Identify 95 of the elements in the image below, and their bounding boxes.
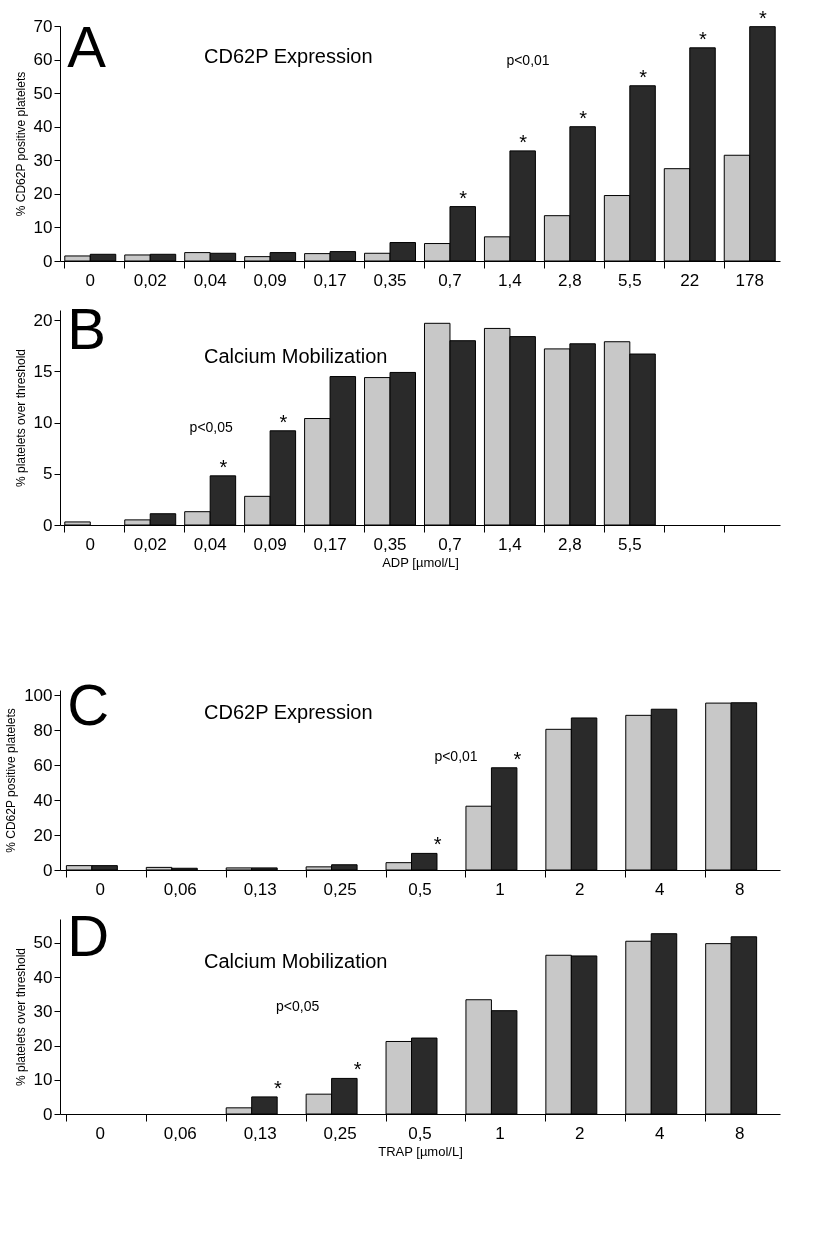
annotation: D xyxy=(67,902,110,968)
x-tick-label: 4 xyxy=(655,879,665,899)
annotation: * xyxy=(273,1076,282,1099)
annotation: C xyxy=(67,672,110,737)
annotation: * xyxy=(279,410,288,433)
y-tick-label: 10 xyxy=(33,413,53,433)
y-tick-label: 20 xyxy=(33,1036,53,1056)
y-tick-label: 20 xyxy=(33,825,53,845)
x-tick-label: 0,5 xyxy=(408,1123,432,1143)
x-tick-label: 2 xyxy=(575,1123,585,1143)
y-axis-title: % CD62P positive platelets xyxy=(13,71,28,217)
x-tick-label: 8 xyxy=(734,1123,745,1143)
x-tick-label: 0,06 xyxy=(163,1123,197,1143)
x-tick-label: 1,4 xyxy=(498,534,522,554)
text: CD62P Expression xyxy=(204,701,373,724)
x-tick-label: 0,5 xyxy=(408,879,432,899)
x-tick-label: 2,8 xyxy=(558,270,582,290)
x-tick-label: 8 xyxy=(734,879,745,899)
annotation: p<0,01 xyxy=(434,747,478,764)
x-axis-title: ADP [µmol/L] xyxy=(382,554,459,570)
annotation: * xyxy=(353,1058,362,1081)
y-tick-label: 0 xyxy=(43,251,53,271)
y-axis-title: % CD62P positive platelets xyxy=(4,708,19,853)
y-tick-label: 0 xyxy=(43,1104,53,1124)
y-tick-label: 60 xyxy=(33,50,53,70)
x-tick-label: 2 xyxy=(575,879,585,899)
y-tick-label: 20 xyxy=(33,310,53,330)
x-tick-label: 0 xyxy=(85,534,96,554)
x-tick-label: 22 xyxy=(680,270,700,290)
y-tick-label: 15 xyxy=(33,361,53,381)
y-tick-label: 30 xyxy=(33,1001,53,1021)
annotation: * xyxy=(759,6,768,29)
y-tick-label: 0 xyxy=(43,860,53,880)
annotation: * xyxy=(459,186,468,209)
x-tick-label: 0,13 xyxy=(243,879,277,899)
x-tick-label: 0,17 xyxy=(313,534,347,554)
y-tick-label: 30 xyxy=(33,150,53,170)
x-tick-label: 0,04 xyxy=(193,534,227,554)
annotation: * xyxy=(433,833,442,856)
x-tick-label: 0,09 xyxy=(253,270,287,290)
annotation: * xyxy=(513,747,522,770)
x-tick-label: 1 xyxy=(495,879,505,899)
y-axis-title: % platelets over threshold xyxy=(13,947,28,1087)
y-tick-label: 0 xyxy=(43,515,53,535)
annotation: * xyxy=(579,106,588,129)
y-tick-label: 20 xyxy=(33,184,53,204)
y-tick-label: 5 xyxy=(43,464,53,484)
x-tick-label: 0,25 xyxy=(323,879,357,899)
x-tick-label: 0,7 xyxy=(438,534,462,554)
annotation: * xyxy=(519,130,528,153)
x-tick-label: 0,25 xyxy=(323,1123,357,1143)
x-tick-label: 5,5 xyxy=(618,270,642,290)
annotation: A xyxy=(67,13,107,79)
y-tick-label: 60 xyxy=(33,755,53,775)
x-tick-label: 0 xyxy=(95,1123,106,1143)
y-tick-label: 100 xyxy=(24,685,53,705)
x-tick-label: 0,02 xyxy=(133,534,167,554)
text: Calcium Mobilization xyxy=(204,345,388,368)
annotation: * xyxy=(639,65,648,88)
x-tick-label: 0 xyxy=(95,879,106,899)
x-tick-label: 0,35 xyxy=(373,270,407,290)
x-axis-title: TRAP [µmol/L] xyxy=(378,1143,463,1159)
annotation: * xyxy=(219,455,228,478)
y-tick-label: 80 xyxy=(33,720,53,740)
y-tick-label: 40 xyxy=(33,790,53,810)
x-tick-label: 0,06 xyxy=(163,879,197,899)
text: Calcium Mobilization xyxy=(204,949,388,972)
text: CD62P Expression xyxy=(204,44,373,67)
annotation: B xyxy=(67,295,106,361)
y-tick-label: 70 xyxy=(33,16,53,36)
x-tick-label: 4 xyxy=(655,1123,665,1143)
x-tick-label: 178 xyxy=(735,270,764,290)
x-tick-label: 0,17 xyxy=(313,270,347,290)
annotation: p<0,05 xyxy=(276,997,320,1014)
x-tick-label: 0 xyxy=(85,270,96,290)
x-tick-label: 0,7 xyxy=(438,270,462,290)
x-tick-label: 1 xyxy=(495,1123,505,1143)
annotation: p<0,05 xyxy=(189,419,234,436)
y-tick-label: 50 xyxy=(33,933,53,953)
x-tick-label: 0,02 xyxy=(133,270,167,290)
x-tick-label: 2,8 xyxy=(558,534,582,554)
x-tick-label: 0,04 xyxy=(193,270,227,290)
x-tick-label: 5,5 xyxy=(618,534,642,554)
x-tick-label: 1,4 xyxy=(498,270,522,290)
y-tick-label: 40 xyxy=(33,967,53,987)
x-tick-label: 0,13 xyxy=(243,1123,277,1143)
x-tick-label: 0,09 xyxy=(253,534,287,554)
y-tick-label: 10 xyxy=(33,1070,53,1090)
y-tick-label: 50 xyxy=(33,83,53,103)
annotation: * xyxy=(699,27,708,50)
y-tick-label: 10 xyxy=(33,217,53,237)
x-tick-label: 0,35 xyxy=(373,534,407,554)
y-tick-label: 40 xyxy=(33,117,53,137)
annotation: p<0,01 xyxy=(506,52,550,69)
y-axis-title: % platelets over threshold xyxy=(13,348,28,488)
